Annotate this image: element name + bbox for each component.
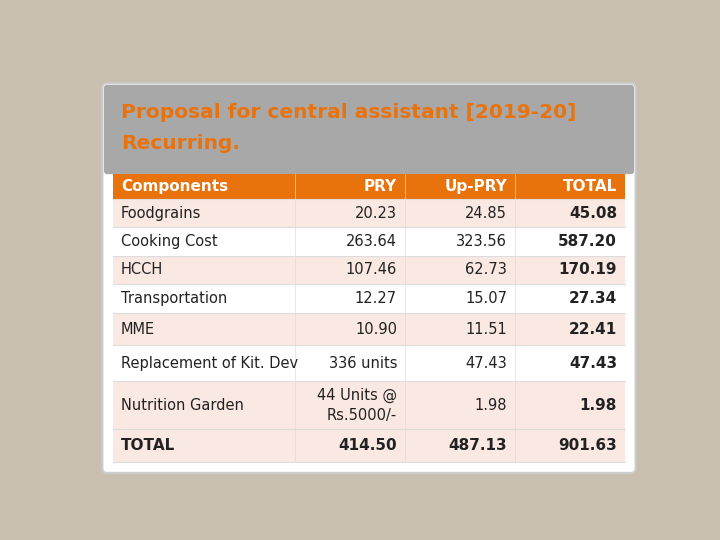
Text: 20.23: 20.23 [355,206,397,220]
FancyBboxPatch shape [102,83,636,473]
Text: 323.56: 323.56 [456,234,507,249]
Text: 414.50: 414.50 [338,438,397,453]
Text: 12.27: 12.27 [355,291,397,306]
FancyBboxPatch shape [104,85,634,174]
Text: Up-PRY: Up-PRY [444,179,507,194]
Text: 24.85: 24.85 [465,206,507,220]
Text: MME: MME [121,321,155,336]
Bar [113,174,625,199]
Text: 587.20: 587.20 [558,234,617,249]
Text: 263.64: 263.64 [346,234,397,249]
Bar [113,256,625,284]
Text: TOTAL: TOTAL [563,179,617,194]
Text: 1.98: 1.98 [580,397,617,413]
Text: Nutrition Garden: Nutrition Garden [121,397,244,413]
Text: Cooking Cost: Cooking Cost [121,234,217,249]
Text: 45.08: 45.08 [569,206,617,220]
Text: 487.13: 487.13 [449,438,507,453]
Bar [113,227,625,256]
Text: 27.34: 27.34 [569,291,617,306]
Text: 107.46: 107.46 [346,262,397,278]
Text: Foodgrains: Foodgrains [121,206,202,220]
Text: PRY: PRY [364,179,397,194]
Bar [113,346,625,381]
Text: 170.19: 170.19 [559,262,617,278]
Text: Transportation: Transportation [121,291,228,306]
Text: 47.43: 47.43 [465,356,507,370]
Bar [113,199,625,227]
Text: 10.90: 10.90 [355,321,397,336]
Text: Components: Components [121,179,228,194]
Text: Proposal for central assistant [2019-20]: Proposal for central assistant [2019-20] [121,103,577,122]
Bar [113,381,625,429]
Text: 47.43: 47.43 [569,356,617,370]
Text: 44 Units @
Rs.5000/-: 44 Units @ Rs.5000/- [317,388,397,423]
Text: Replacement of Kit. Dev: Replacement of Kit. Dev [121,356,298,370]
Text: Recurring.: Recurring. [121,134,240,153]
Text: 15.07: 15.07 [465,291,507,306]
Text: 62.73: 62.73 [465,262,507,278]
Text: 22.41: 22.41 [569,321,617,336]
Bar [113,313,625,346]
Text: TOTAL: TOTAL [121,438,175,453]
Bar [113,429,625,462]
Text: 901.63: 901.63 [558,438,617,453]
Text: HCCH: HCCH [121,262,163,278]
Bar [113,284,625,313]
Text: 1.98: 1.98 [474,397,507,413]
Text: 336 units: 336 units [328,356,397,370]
Text: 11.51: 11.51 [465,321,507,336]
